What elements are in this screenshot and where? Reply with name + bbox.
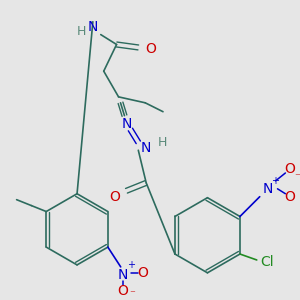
Text: N: N (262, 182, 273, 196)
Text: O: O (109, 190, 120, 204)
Text: O: O (284, 190, 295, 204)
Text: N: N (88, 20, 98, 34)
Text: +: + (127, 260, 135, 270)
Text: N: N (121, 117, 132, 130)
Text: O: O (137, 266, 148, 280)
Text: O: O (284, 162, 295, 176)
Text: ⁻: ⁻ (294, 172, 300, 182)
Text: +: + (272, 176, 280, 186)
Text: H: H (76, 25, 86, 38)
Text: O: O (146, 42, 157, 56)
Text: H: H (157, 136, 167, 149)
Text: N: N (141, 141, 152, 155)
Text: Cl: Cl (260, 255, 273, 269)
Text: N: N (118, 268, 128, 282)
Text: ⁻: ⁻ (130, 290, 136, 300)
Text: O: O (117, 284, 128, 298)
